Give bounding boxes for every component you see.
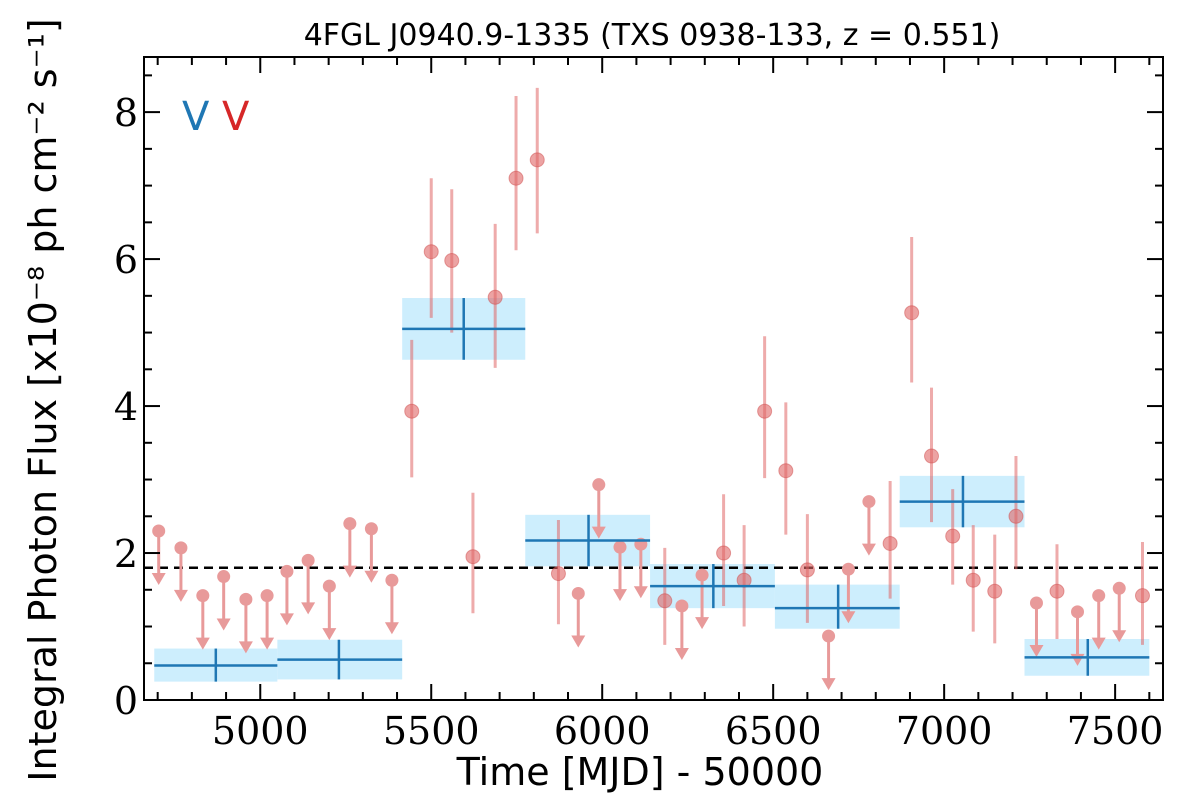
upper-limit-arrow-14 <box>612 589 627 602</box>
detection-point-8 <box>657 593 673 609</box>
upper-limit-arrow-16 <box>674 647 689 660</box>
upper-limit-arrow-8 <box>322 628 337 641</box>
detection-point-16 <box>924 448 940 464</box>
detection-point-2 <box>444 253 460 269</box>
chart-title: 4FGL J0940.9-1335 (TXS 0938-133, z = 0.5… <box>304 18 1001 53</box>
detection-point-17 <box>945 528 961 544</box>
detection-point-9 <box>716 545 732 561</box>
y-axis-label: Integral Photon Flux [x10⁻⁸ ph cm⁻² s⁻¹] <box>21 18 65 781</box>
upper-limit-arrow-3 <box>216 618 231 631</box>
x-axis-ticks: 5000 5500 6000 6500 7000 7500 <box>156 57 1164 753</box>
upper-limit-points <box>151 478 1127 691</box>
upper-limit-arrow-1 <box>173 589 188 602</box>
upper-limit-point-0 <box>152 524 166 538</box>
upper-limit-arrow-11 <box>384 622 399 635</box>
upper-limit-point-11 <box>385 573 399 587</box>
upper-limit-point-2 <box>196 589 210 603</box>
detection-point-19 <box>987 583 1003 599</box>
upper-limit-point-12 <box>571 586 585 600</box>
y-tick-label-8: 8 <box>114 91 138 135</box>
upper-limit-arrow-5 <box>260 637 275 650</box>
upper-limit-point-10 <box>364 522 378 536</box>
upper-limit-arrow-2 <box>195 637 210 650</box>
upper-limit-point-3 <box>217 570 231 584</box>
upper-limit-arrow-12 <box>571 635 586 648</box>
upper-limit-point-9 <box>343 517 357 531</box>
y-tick-label-4: 4 <box>114 385 138 429</box>
detection-point-4 <box>487 289 503 305</box>
upper-limit-arrow-17 <box>695 617 710 630</box>
detection-point-3 <box>465 549 481 565</box>
detection-point-7 <box>550 566 566 582</box>
upper-limit-point-14 <box>613 540 627 554</box>
upper-limit-point-22 <box>1071 605 1085 619</box>
upper-limit-arrow-0 <box>151 572 166 585</box>
upper-limit-arrow-15 <box>633 586 648 599</box>
detection-point-0 <box>404 403 420 419</box>
upper-limit-point-24 <box>1112 581 1126 595</box>
detection-point-6 <box>529 152 545 168</box>
detection-point-18 <box>965 572 981 588</box>
plot-frame <box>143 56 1164 701</box>
upper-limit-arrow-20 <box>861 543 876 556</box>
detection-points <box>404 87 1150 645</box>
x-tick-label-6500: 6500 <box>725 709 822 753</box>
upper-limit-point-21 <box>1029 596 1043 610</box>
upper-limit-arrow-13 <box>591 526 606 539</box>
detection-point-13 <box>799 562 815 578</box>
upper-limit-arrow-9 <box>342 565 357 578</box>
binned-bands <box>154 298 1150 682</box>
detection-point-11 <box>757 403 773 419</box>
marker-v-blue: V <box>182 94 210 140</box>
upper-limit-arrow-24 <box>1112 630 1127 643</box>
upper-limit-point-17 <box>695 568 709 582</box>
marker-v-red: V <box>222 94 250 140</box>
upper-limit-point-20 <box>862 495 876 509</box>
upper-limit-arrow-21 <box>1029 644 1044 657</box>
upper-limit-point-18 <box>822 629 836 643</box>
upper-limit-point-1 <box>174 541 188 555</box>
upper-limit-arrow-18 <box>821 678 836 691</box>
binned-points <box>154 298 1150 682</box>
x-tick-label-6000: 6000 <box>554 709 651 753</box>
upper-limit-arrow-7 <box>301 602 316 615</box>
upper-limit-point-5 <box>260 589 274 603</box>
upper-limit-point-19 <box>841 562 855 576</box>
detection-point-22 <box>1134 588 1150 604</box>
y-tick-label-2: 2 <box>114 532 138 576</box>
detection-point-14 <box>882 535 898 551</box>
axes-frame <box>143 56 1164 701</box>
x-tick-label-5000: 5000 <box>212 709 309 753</box>
upper-limit-point-8 <box>322 579 336 593</box>
detection-point-5 <box>508 170 524 186</box>
x-tick-label-7000: 7000 <box>896 709 993 753</box>
upper-limit-arrow-4 <box>238 641 253 654</box>
upper-limit-arrow-23 <box>1091 637 1106 650</box>
detection-point-20 <box>1008 508 1024 524</box>
detection-point-12 <box>778 463 794 479</box>
detection-point-15 <box>904 305 920 321</box>
x-axis-label: Time [MJD] - 50000 <box>456 750 824 794</box>
y-tick-label-0: 0 <box>114 679 138 723</box>
detection-point-1 <box>423 244 439 260</box>
upper-limit-point-7 <box>301 553 315 567</box>
upper-limit-point-16 <box>675 599 689 613</box>
upper-limit-point-6 <box>280 564 294 578</box>
upper-limit-point-13 <box>592 478 606 492</box>
y-axis-ticks: 0 2 4 6 8 <box>114 74 1163 723</box>
upper-limit-point-4 <box>239 592 253 606</box>
upper-limit-point-23 <box>1092 589 1106 603</box>
y-tick-label-6: 6 <box>114 238 138 282</box>
upper-limit-arrow-6 <box>279 613 294 626</box>
upper-limit-arrow-10 <box>364 570 379 583</box>
upper-limit-arrow-19 <box>841 611 856 624</box>
x-tick-label-5500: 5500 <box>383 709 480 753</box>
x-tick-label-7500: 7500 <box>1067 709 1164 753</box>
detection-point-21 <box>1049 583 1065 599</box>
legend-markers: V V <box>182 94 250 140</box>
